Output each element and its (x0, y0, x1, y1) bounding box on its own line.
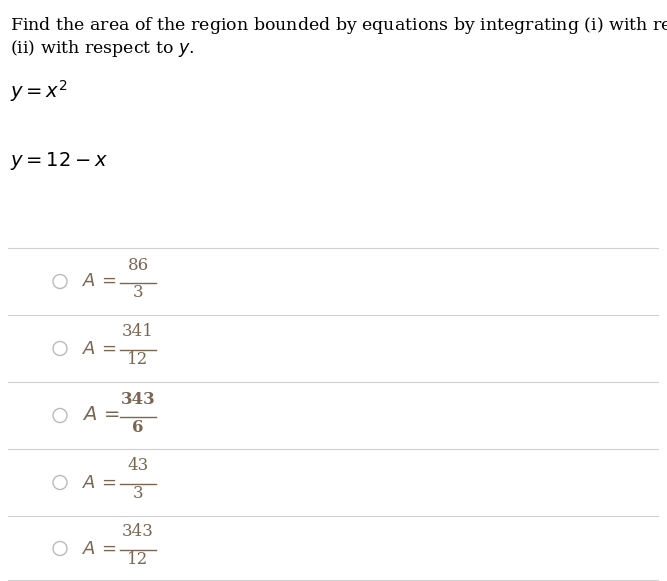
Text: 43: 43 (127, 457, 149, 475)
Text: (ii) with respect to $y$.: (ii) with respect to $y$. (10, 38, 195, 59)
Text: 12: 12 (127, 352, 149, 368)
Text: 3: 3 (133, 285, 143, 302)
Text: 6: 6 (132, 418, 144, 436)
Text: $y = 12 - x$: $y = 12 - x$ (10, 150, 109, 172)
Text: Find the area of the region bounded by equations by integrating (i) with respect: Find the area of the region bounded by e… (10, 15, 667, 36)
Text: $A\,=$: $A\,=$ (82, 474, 117, 492)
Text: $A\,=$: $A\,=$ (82, 540, 117, 558)
Text: 3: 3 (133, 486, 143, 503)
Text: $A\,=$: $A\,=$ (82, 407, 119, 425)
Text: 341: 341 (122, 324, 154, 340)
Text: 343: 343 (121, 390, 155, 407)
Text: 343: 343 (122, 523, 154, 540)
Text: $A\,=$: $A\,=$ (82, 272, 117, 290)
Text: $A\,=$: $A\,=$ (82, 339, 117, 357)
Text: 12: 12 (127, 551, 149, 568)
Text: 86: 86 (127, 256, 149, 274)
Text: $y = x^2$: $y = x^2$ (10, 78, 67, 104)
